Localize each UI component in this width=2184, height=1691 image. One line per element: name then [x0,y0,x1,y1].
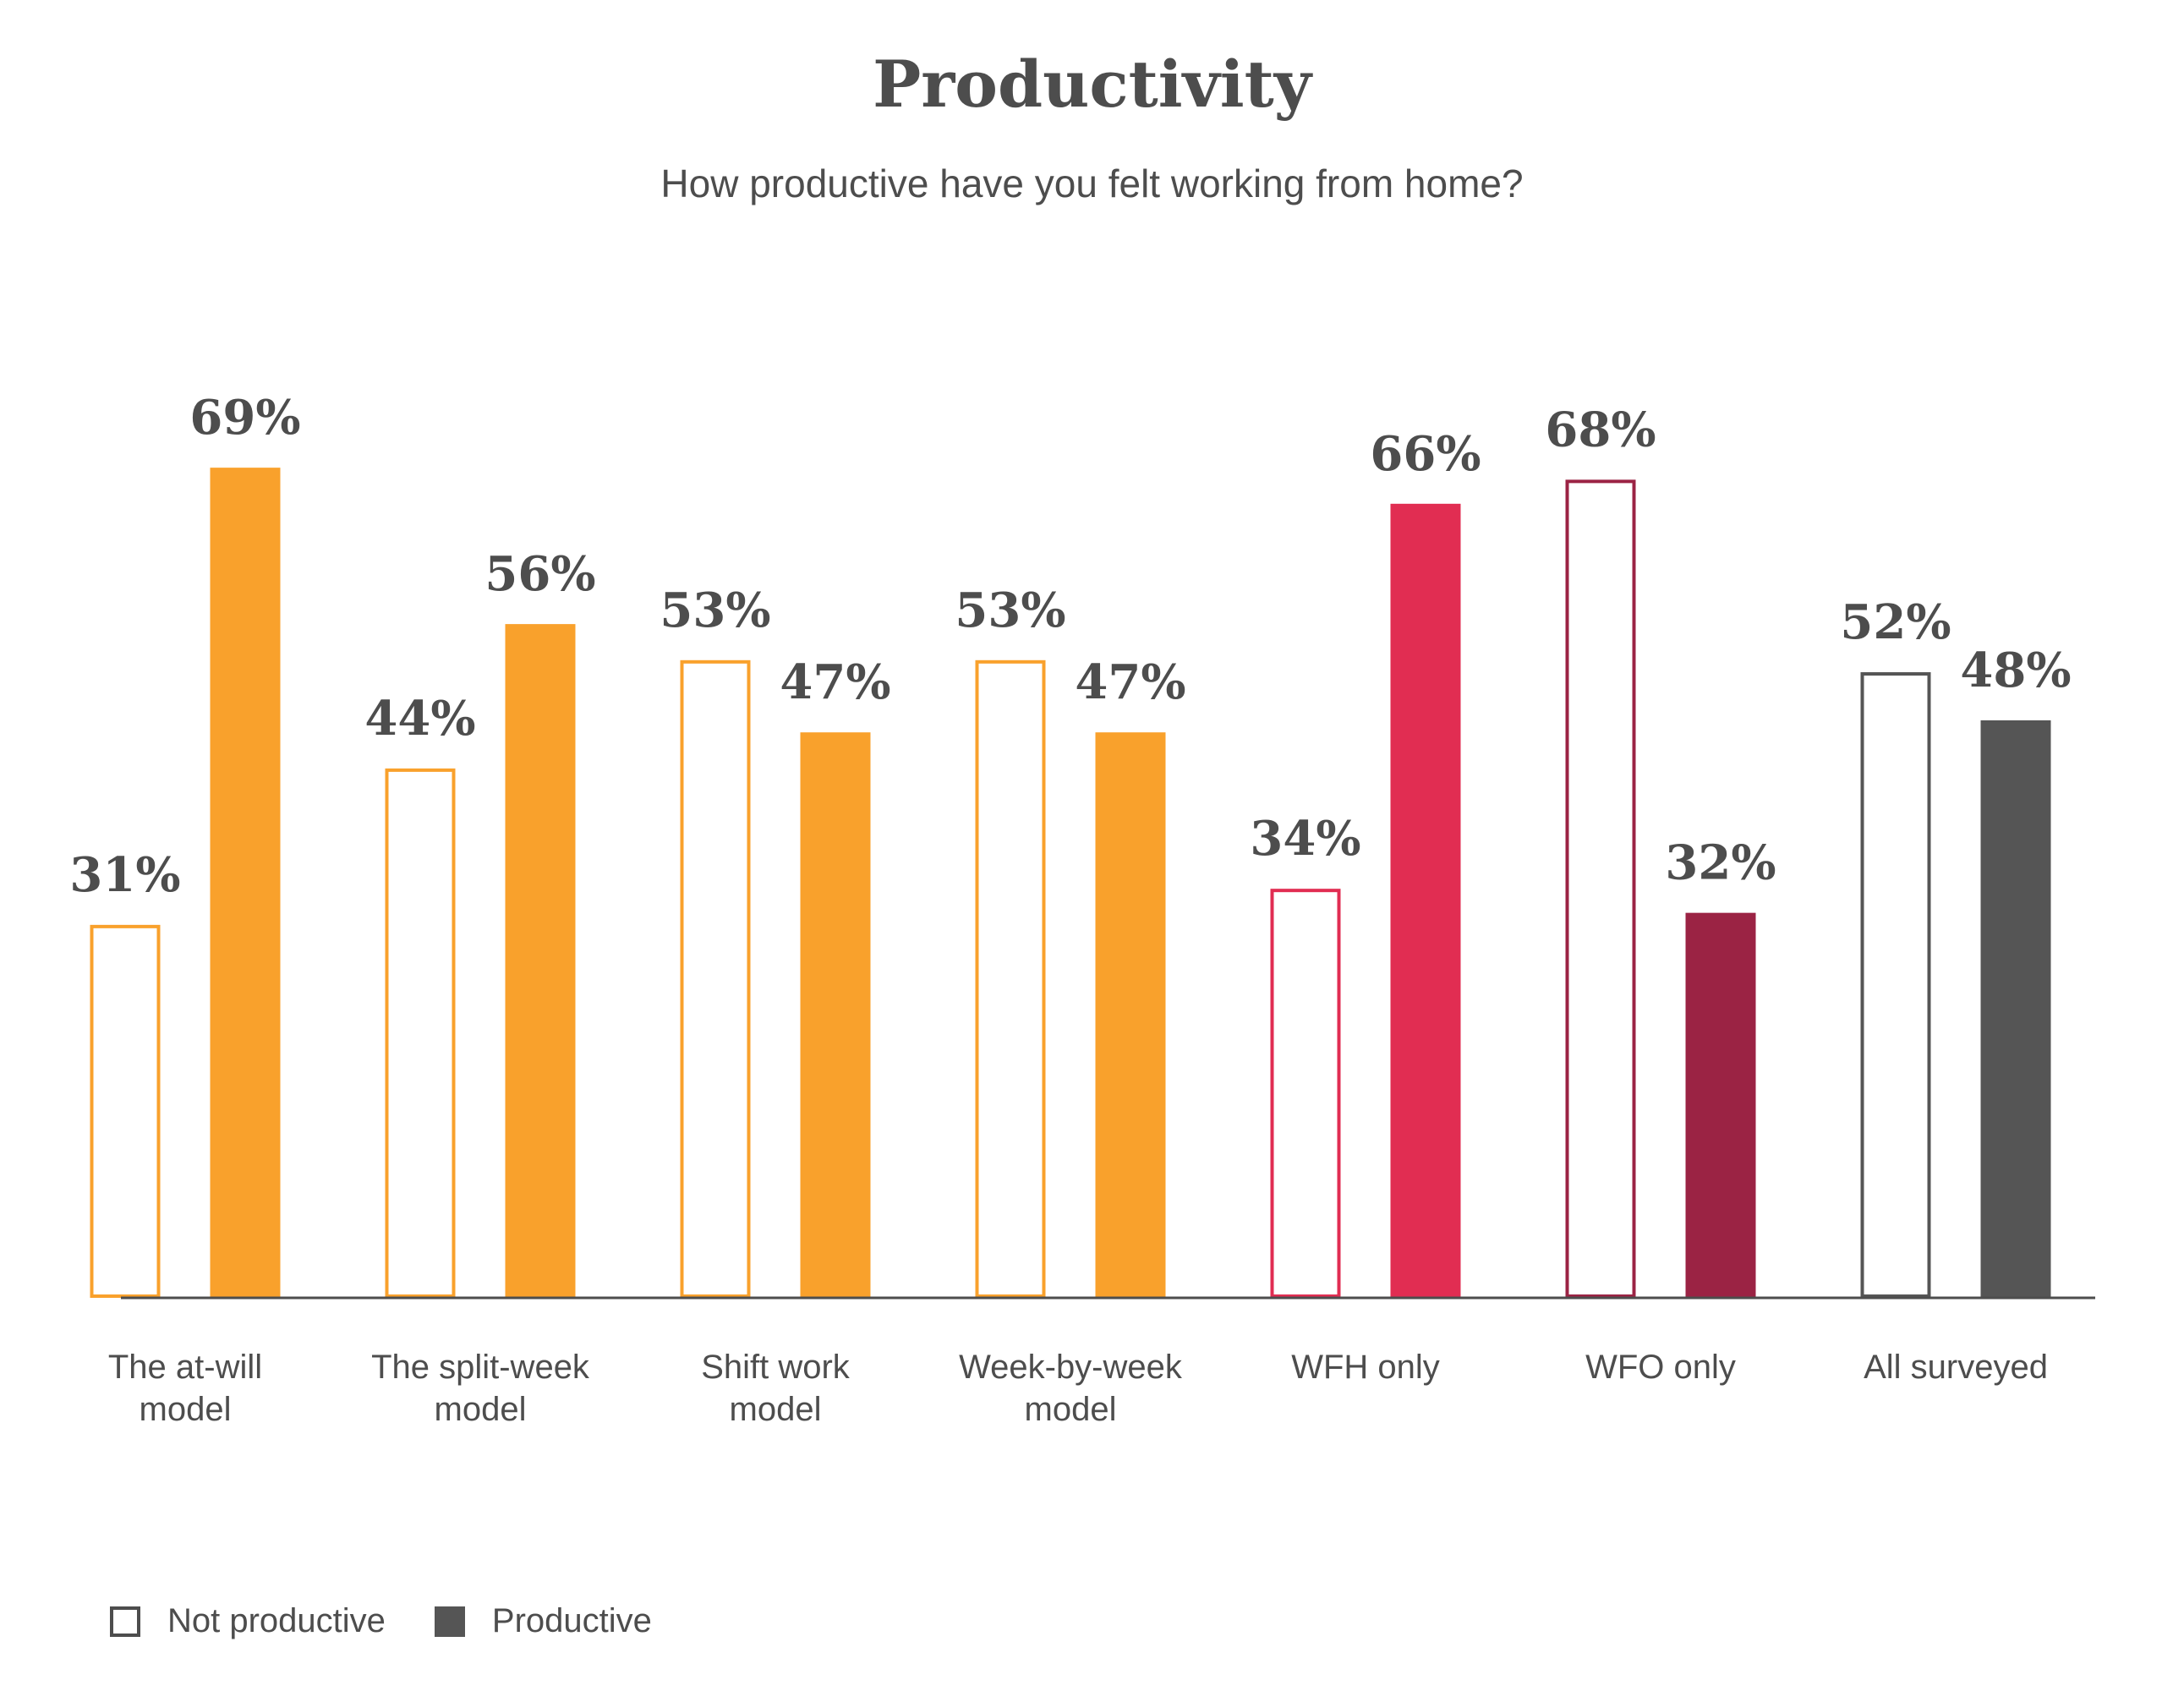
category-label-7: All surveyed [1864,1349,2048,1386]
value-label-not-productive-5: 34% [1250,811,1360,867]
value-label-productive-7: 48% [1960,643,2071,698]
value-label-productive-6: 32% [1665,835,1776,891]
value-label-productive-2: 56% [484,546,595,602]
value-label-not-productive-6: 68% [1545,402,1656,457]
bar-productive-6 [1685,912,1756,1298]
bar-productive-5 [1390,503,1461,1298]
value-label-not-productive-4: 53% [955,583,1065,638]
bar-not-productive-2 [385,768,456,1298]
category-label-6: WFO only [1585,1349,1736,1386]
legend-item-productive: Productive [434,1602,652,1640]
bar-productive-7 [1980,720,2051,1298]
bar-not-productive-4 [975,659,1046,1298]
legend-swatch-outline [110,1606,140,1637]
value-label-productive-1: 69% [189,390,300,446]
category-label-5: WFH only [1291,1349,1440,1386]
category-label-1: The at-will model [108,1349,262,1428]
legend: Not productive Productive [110,1602,701,1640]
category-label-2: The split-week model [371,1349,590,1428]
value-label-not-productive-1: 31% [69,847,180,903]
bar-not-productive-1 [90,924,161,1298]
value-label-not-productive-3: 53% [660,583,770,638]
value-label-productive-5: 66% [1370,426,1481,482]
value-label-productive-3: 47% [780,654,890,710]
chart-title: Productivity [873,47,1311,122]
bar-not-productive-7 [1860,672,1931,1298]
category-label-3: Shift work model [701,1349,851,1428]
bar-not-productive-6 [1565,479,1636,1298]
bar-productive-1 [210,468,281,1298]
bar-productive-3 [800,732,871,1298]
legend-label-not-productive: Not productive [167,1602,386,1639]
category-label-4: Week-by-week model [959,1349,1183,1428]
legend-swatch-filled [434,1606,465,1637]
value-label-productive-4: 47% [1075,654,1185,710]
bar-productive-2 [505,624,576,1298]
chart-subtitle: How productive have you felt working fro… [660,161,1524,205]
bar-productive-4 [1095,732,1166,1298]
legend-label-productive: Productive [491,1602,652,1639]
value-label-not-productive-2: 44% [364,691,475,747]
bar-not-productive-5 [1270,889,1341,1299]
legend-item-not-productive: Not productive [110,1602,386,1640]
value-label-not-productive-7: 52% [1840,594,1951,650]
bar-not-productive-3 [680,659,751,1298]
